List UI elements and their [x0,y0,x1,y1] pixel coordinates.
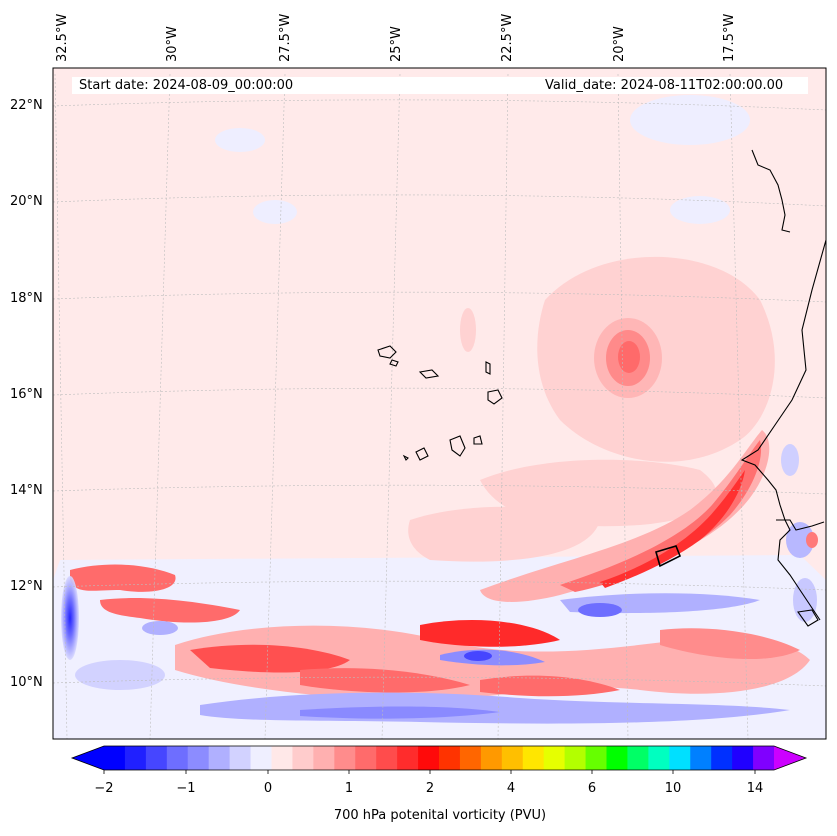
lon-label: 22.5°W [500,13,515,62]
colorbar-swatch [145,746,168,770]
colorbar-swatch [522,746,545,770]
lon-label: 17.5°W [722,13,737,62]
colorbar-swatch [313,746,335,770]
pv-field [53,68,826,739]
colorbar-tick: −2 [94,781,114,796]
colorbar-tick: 6 [587,781,597,796]
colorbar-swatch [334,746,356,770]
colorbar-swatch [585,746,607,770]
colorbar-swatch [376,746,398,770]
valid-date-label: Valid_date: 2024-08-11T02:00:00.00 [545,78,784,93]
colorbar-swatch [104,746,126,770]
colorbar-swatch [418,746,440,770]
colorbar-swatch [124,746,147,770]
colorbar-swatch [439,746,461,770]
colorbar-swatch [732,746,754,770]
lon-label: 25°W [389,26,404,62]
colorbar-swatch [166,746,189,770]
info-strip [72,77,808,94]
colorbar-tick: −1 [176,781,196,796]
colorbar-extend-over [774,746,806,770]
colorbar-swatch [480,746,503,770]
start-date-label: Start date: 2024-08-09_00:00:00 [79,78,294,93]
plot-frame [52,67,827,740]
lat-label: 10°N [10,675,43,690]
colorbar-swatch [627,746,649,770]
colorbar-swatch [271,746,293,770]
lat-label: 14°N [10,483,43,498]
lon-label: 20°W [612,26,627,62]
colorbar-swatch [501,746,524,770]
colorbar-swatch [669,746,691,770]
colorbar-swatch [564,746,587,770]
colorbar-tick: 0 [263,781,273,796]
colorbar-tick: 10 [664,781,682,796]
colorbar-tick: 1 [344,781,354,796]
colorbar-swatch [292,746,314,770]
colorbar-swatch [753,746,775,770]
colorbar-swatch [711,746,733,770]
lon-label: 27.5°W [278,13,293,62]
colorbar-tick: 4 [506,781,516,796]
lat-label: 18°N [10,291,43,306]
colorbar-tick: 2 [425,781,435,796]
colorbar-swatch [543,746,566,770]
lat-label: 12°N [10,579,43,594]
lat-label: 20°N [10,194,43,209]
colorbar-label: 700 hPa potenital vorticity (PVU) [333,808,547,823]
colorbar-swatch [250,746,272,770]
colorbar-swatch [229,746,252,770]
colorbar-swatch [355,746,377,770]
colorbar-swatch [690,746,712,770]
lat-label: 22°N [10,98,43,113]
colorbar-swatch [648,746,670,770]
colorbar-swatch [397,746,419,770]
lon-label: 32.5°W [55,13,70,62]
colorbar [70,745,808,774]
graticule [53,73,826,739]
colorbar-extend-under [72,746,104,770]
colorbar-swatch [187,746,210,770]
colorbar-swatch [208,746,231,770]
lat-label: 16°N [10,387,43,402]
colorbar-tick: 14 [746,781,764,796]
colorbar-swatch [606,746,628,770]
colorbar-swatch [459,746,482,770]
coastlines [377,149,826,627]
lon-label: 30°W [165,26,180,62]
